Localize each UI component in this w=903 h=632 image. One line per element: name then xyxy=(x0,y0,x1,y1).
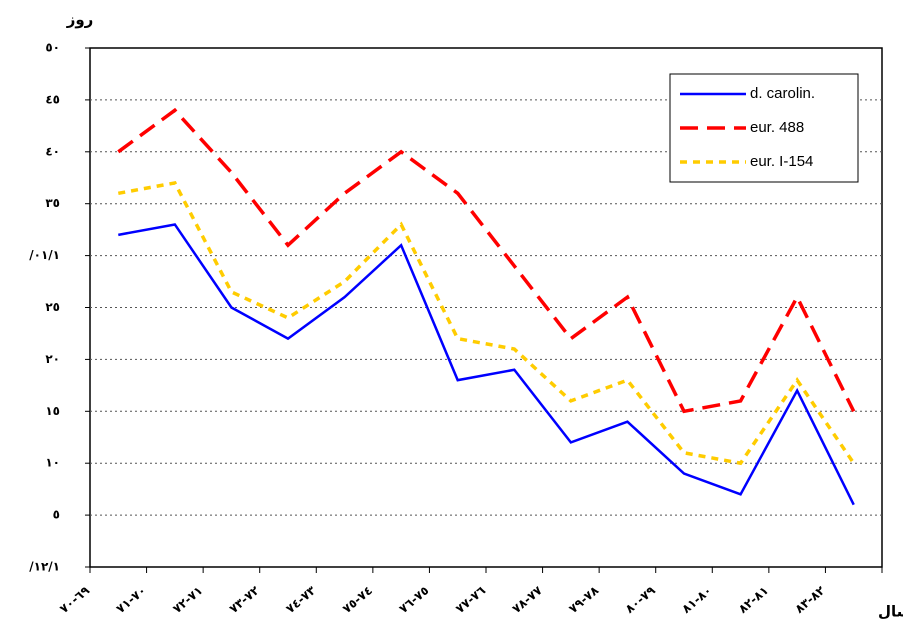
x-tick-label: ٧٠-٧١ xyxy=(113,583,148,616)
x-tick-label: ٧١-٧٢ xyxy=(170,583,205,616)
series-line xyxy=(117,107,856,414)
x-tick-label: ٧٥-٧٦ xyxy=(396,583,431,616)
y-tick-label: ٥٠ xyxy=(45,41,60,55)
y-tick-label: ٢٥ xyxy=(45,300,60,314)
x-tick-label: ٨٢-٨٣ xyxy=(792,583,828,616)
x-tick-label: ٧٦-٧٧ xyxy=(453,583,488,616)
x-tick-label: ٦٩-٧٠ xyxy=(57,583,93,616)
x-tick-label: ٧٤-٧٥ xyxy=(340,583,375,616)
x-axis-title: سال xyxy=(878,603,903,621)
x-tick-label: ٨٠-٨١ xyxy=(679,583,714,616)
legend-label: d. carolin. xyxy=(750,85,815,102)
legend-box xyxy=(669,73,859,183)
series-line xyxy=(118,223,855,506)
y-axis-title: روز xyxy=(66,11,94,29)
y-tick-label: ٥ xyxy=(53,508,60,522)
y-tick-label: /٠١/١ xyxy=(29,248,60,262)
y-tick-label: ٢٠ xyxy=(45,352,60,366)
y-tick-label: ٣٥ xyxy=(45,196,60,210)
x-tick-label: ٨١-٨٢ xyxy=(736,583,771,616)
x-tick-label: ٧٨-٧٩ xyxy=(566,583,602,616)
legend-label: eur. I-154 xyxy=(750,153,813,170)
y-tick-label: ٤٥ xyxy=(45,92,60,106)
y-tick-label: ٤٠ xyxy=(45,144,60,158)
y-tick-label: ١٠ xyxy=(45,456,60,470)
y-tick-label: ١٥ xyxy=(45,404,60,418)
x-tick-label: ٧٧-٧٨ xyxy=(509,583,545,616)
x-tick-label: ٧٩-٨٠ xyxy=(623,583,659,616)
x-tick-label: ٧٣-٧٤ xyxy=(283,583,319,616)
y-tick-label: /١٢/١ xyxy=(29,560,60,574)
series-line xyxy=(117,180,856,466)
legend-label: eur. 488 xyxy=(750,119,804,136)
x-tick-label: ٧٢-٧٣ xyxy=(227,583,263,616)
